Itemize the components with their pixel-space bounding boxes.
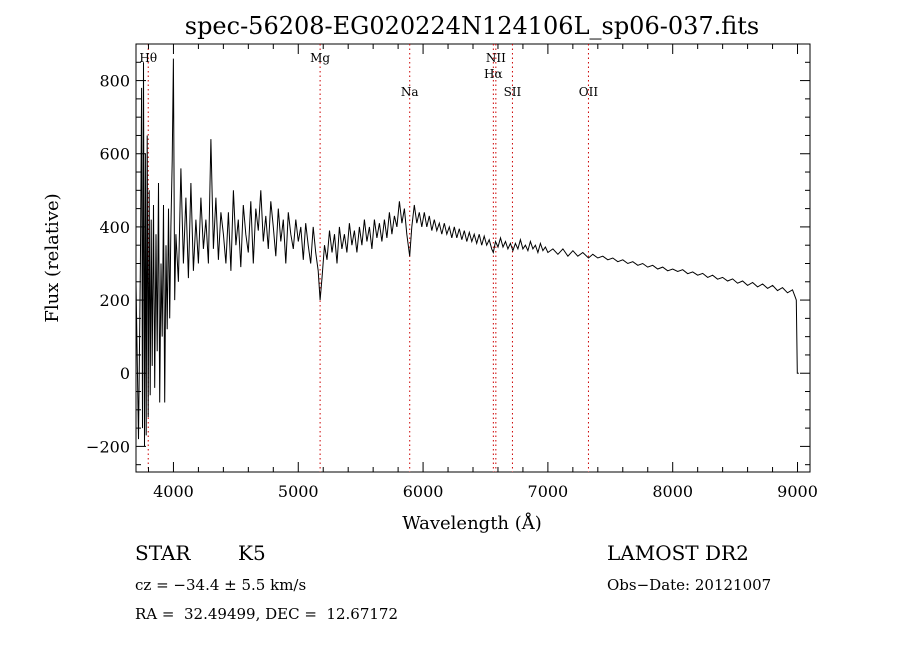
line-marker-label: Hα <box>484 67 503 81</box>
line-marker-label: SII <box>504 85 522 99</box>
obs-date: Obs−Date: 20121007 <box>607 576 772 594</box>
y-tick-label: 800 <box>99 72 130 91</box>
y-tick-label: 600 <box>99 145 130 164</box>
spectrum-line <box>136 58 799 447</box>
line-marker-label: Na <box>401 85 419 99</box>
plot-frame <box>135 43 811 473</box>
subclass: K5 <box>238 541 266 565</box>
line-marker-label: OII <box>579 85 599 99</box>
line-marker-label: Mg <box>310 51 330 65</box>
chart-title: spec-56208-EG020224N124106L_sp06-037.fit… <box>185 12 760 40</box>
coordinates: RA = 32.49499, DEC = 12.67172 <box>135 605 399 623</box>
x-axis-label: Wavelength (Å) <box>402 512 542 534</box>
line-marker-label: Hθ <box>139 51 157 65</box>
line-marker-label: NII <box>486 51 506 65</box>
y-tick-label: 0 <box>120 364 130 383</box>
x-tick-label: 6000 <box>403 482 444 501</box>
y-tick-label: 400 <box>99 218 130 237</box>
x-tick-label: 4000 <box>153 482 194 501</box>
object-class: STAR <box>135 541 191 565</box>
redshift-readout: cz = −34.4 ± 5.5 km/s <box>135 576 307 594</box>
x-tick-label: 8000 <box>652 482 693 501</box>
x-tick-label: 9000 <box>777 482 818 501</box>
spectrum-series <box>136 58 799 447</box>
y-tick-label: 200 <box>99 291 130 310</box>
survey-name: LAMOST DR2 <box>607 541 749 565</box>
y-tick-label: −200 <box>86 437 130 456</box>
x-tick-label: 5000 <box>278 482 319 501</box>
y-axis-label: Flux (relative) <box>42 193 63 322</box>
x-tick-label: 7000 <box>528 482 569 501</box>
axis-ticks: 4000 5000 6000 7000 8000 9000 −200 0 200 400 600 80… <box>86 43 818 501</box>
